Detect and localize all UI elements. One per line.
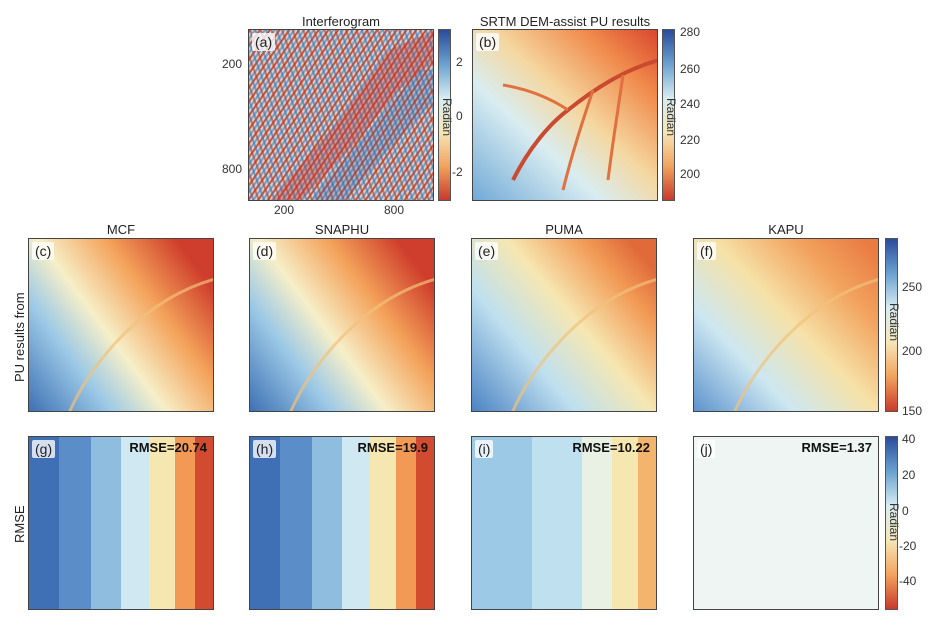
colorbar-b-tick-280: 280 xyxy=(680,25,701,39)
title-snaphu: SNAPHU xyxy=(314,222,370,237)
puma-rmse-image xyxy=(472,437,656,609)
puma-image xyxy=(472,239,656,411)
colorbar-pu xyxy=(885,238,898,412)
colorbar-rmse-label: Radian xyxy=(887,503,901,542)
snaphu-rmse-image xyxy=(250,437,434,609)
kapu-rmse-image xyxy=(694,437,878,609)
colorbar-pu-label: Radian xyxy=(887,303,901,342)
rmse-mcf: RMSE=20.74 xyxy=(129,440,207,455)
kapu-panel: (f) xyxy=(693,238,879,412)
mcf-rmse-panel: (g) RMSE=20.74 xyxy=(28,436,214,610)
mcf-panel: (c) xyxy=(28,238,214,412)
title-mcf: MCF xyxy=(106,222,136,237)
snaphu-rmse-panel: (h) RMSE=19.9 xyxy=(249,436,435,610)
colorbar-rmse-tick-m40: -40 xyxy=(899,574,917,588)
colorbar-b-label: Radian xyxy=(664,98,678,137)
row-label-pu: PU results from xyxy=(12,292,27,382)
panel-label-f: (f) xyxy=(697,242,717,260)
colorbar-rmse-tick-20: 20 xyxy=(902,468,916,482)
colorbar-b xyxy=(662,29,675,201)
panel-label-d: (d) xyxy=(253,242,277,260)
colorbar-a-tick-0: 0 xyxy=(456,109,463,123)
colorbar-rmse-tick-m20: -20 xyxy=(899,539,917,553)
colorbar-b-tick-260: 260 xyxy=(680,62,701,76)
mcf-rmse-image xyxy=(29,437,213,609)
snaphu-image xyxy=(250,239,434,411)
colorbar-b-tick-200: 200 xyxy=(680,167,701,181)
panel-label-e: (e) xyxy=(475,242,499,260)
axis-a-xtick-200: 200 xyxy=(274,203,295,217)
axis-a-xtick-800: 800 xyxy=(384,203,405,217)
interferogram-panel: (a) xyxy=(248,29,434,201)
rmse-puma: RMSE=10.22 xyxy=(572,440,650,455)
colorbar-pu-tick-250: 250 xyxy=(902,280,923,294)
colorbar-rmse xyxy=(885,436,898,610)
colorbar-pu-tick-150: 150 xyxy=(902,404,923,418)
puma-rmse-panel: (i) RMSE=10.22 xyxy=(471,436,657,610)
colorbar-a-tick-m2: -2 xyxy=(452,165,463,179)
colorbar-a xyxy=(438,29,451,201)
panel-label-b: (b) xyxy=(476,33,500,51)
colorbar-b-tick-220: 220 xyxy=(680,133,701,147)
snaphu-panel: (d) xyxy=(249,238,435,412)
srtm-panel: (b) xyxy=(472,29,658,201)
colorbar-a-tick-2: 2 xyxy=(456,55,463,69)
title-kapu: KAPU xyxy=(768,222,804,237)
panel-label-h: (h) xyxy=(253,440,277,458)
colorbar-rmse-tick-40: 40 xyxy=(902,432,916,446)
title-srtm: SRTM DEM-assist PU results xyxy=(479,14,651,29)
colorbar-a-label: Radian xyxy=(440,98,454,137)
axis-a-ytick-800: 800 xyxy=(222,162,243,176)
rmse-kapu: RMSE=1.37 xyxy=(801,440,872,455)
panel-label-j: (j) xyxy=(697,440,716,458)
title-interferogram: Interferogram xyxy=(301,14,381,29)
mcf-image xyxy=(29,239,213,411)
srtm-image xyxy=(473,30,657,200)
row-label-rmse: RMSE xyxy=(12,505,27,543)
colorbar-b-tick-240: 240 xyxy=(680,97,701,111)
axis-a-ytick-200: 200 xyxy=(222,57,243,71)
panel-label-c: (c) xyxy=(32,242,55,260)
colorbar-rmse-tick-0: 0 xyxy=(902,504,909,518)
kapu-image xyxy=(694,239,878,411)
interferogram-image xyxy=(249,30,433,200)
panel-label-g: (g) xyxy=(32,440,56,458)
kapu-rmse-panel: (j) RMSE=1.37 xyxy=(693,436,879,610)
colorbar-pu-tick-200: 200 xyxy=(902,344,923,358)
puma-panel: (e) xyxy=(471,238,657,412)
rmse-snaphu: RMSE=19.9 xyxy=(357,440,428,455)
panel-label-i: (i) xyxy=(475,440,494,458)
panel-label-a: (a) xyxy=(252,33,276,51)
title-puma: PUMA xyxy=(545,222,583,237)
